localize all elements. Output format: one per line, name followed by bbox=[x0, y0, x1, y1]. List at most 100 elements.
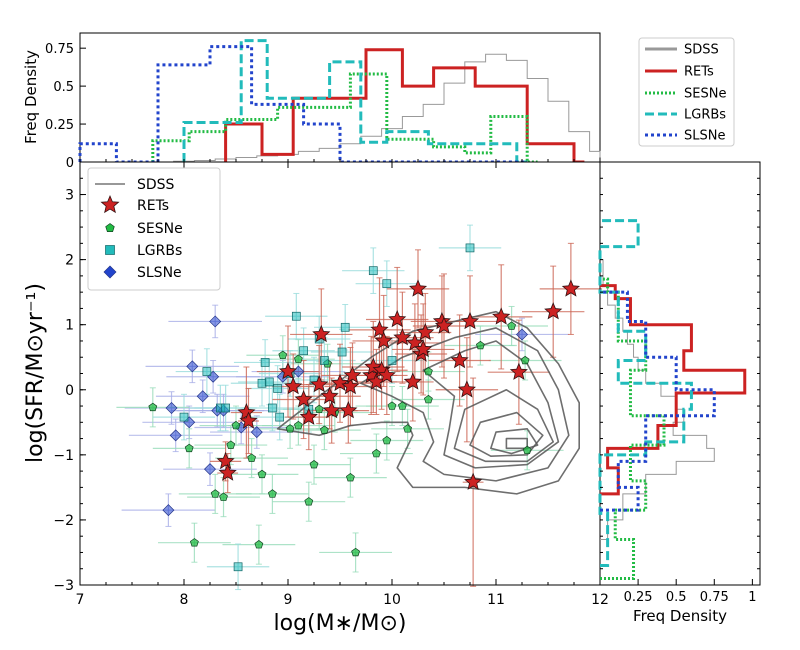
rets-marker bbox=[299, 407, 318, 425]
sesne-marker bbox=[148, 402, 158, 412]
lgrbs-marker bbox=[320, 356, 329, 365]
sesne-marker bbox=[475, 340, 485, 350]
sesne-marker bbox=[309, 459, 319, 469]
rets-marker bbox=[239, 411, 258, 429]
sesne-marker bbox=[314, 404, 324, 414]
right-histogram-frame bbox=[599, 161, 761, 586]
sesne-marker bbox=[351, 547, 361, 557]
sdss-contour-level bbox=[422, 340, 560, 469]
rets-marker bbox=[450, 350, 469, 369]
top-histogram-ylabel: Freq Density bbox=[22, 50, 40, 144]
sesne-marker bbox=[247, 453, 257, 462]
rets-marker bbox=[310, 375, 329, 393]
sesne-marker bbox=[423, 366, 433, 376]
rets-marker bbox=[457, 380, 476, 398]
sesne-marker bbox=[184, 443, 194, 453]
sdss-contours bbox=[276, 310, 580, 495]
lgrbs-marker bbox=[291, 311, 301, 321]
right-hist-lgrbs bbox=[598, 219, 693, 567]
top-legend-label: SDSS bbox=[684, 43, 719, 58]
right-histogram-xlabel: Freq Density bbox=[633, 607, 727, 625]
sesne-marker bbox=[345, 472, 355, 482]
slsne-marker bbox=[169, 429, 182, 442]
rets-marker bbox=[322, 401, 341, 419]
slsne-marker bbox=[165, 401, 178, 414]
top-hist-sesne bbox=[151, 72, 538, 164]
main-ytick-label: 0 bbox=[65, 383, 74, 399]
slsne-marker bbox=[209, 315, 222, 328]
rets-marker bbox=[416, 322, 435, 341]
main-xtick-label: 10 bbox=[383, 592, 401, 608]
main-yticks: −3 −2 −1 0 1 2 3 bbox=[53, 161, 86, 594]
main-legend: SDSS RETs SESNe LGRBs SLSNe bbox=[87, 167, 221, 291]
main-xtick-label: 7 bbox=[76, 592, 85, 608]
slsne-marker bbox=[196, 390, 209, 403]
rets-marker bbox=[218, 463, 237, 481]
sesne-marker bbox=[423, 394, 433, 404]
sesne-marker bbox=[507, 321, 517, 330]
sesne-marker bbox=[210, 489, 220, 498]
right-xtick-label: 1 bbox=[748, 590, 756, 605]
sesne-marker bbox=[267, 489, 277, 498]
top-histogram-series bbox=[78, 39, 601, 164]
main-legend-frame bbox=[87, 167, 221, 291]
right-xtick-label: 0.5 bbox=[666, 590, 687, 605]
slsne-marker bbox=[204, 463, 216, 476]
main-ytick-label: 3 bbox=[65, 188, 74, 204]
rets-marker bbox=[434, 316, 454, 334]
sesne-marker bbox=[257, 469, 267, 479]
lgrbs-marker bbox=[273, 384, 282, 393]
lgrbs-marker bbox=[387, 356, 397, 365]
main-legend-label: RETs bbox=[137, 198, 169, 214]
main-legend-slsne-swatch bbox=[103, 265, 117, 279]
top-hist-sdss bbox=[152, 53, 601, 163]
rets-marker bbox=[460, 311, 480, 330]
right-xtick-label: 0.25 bbox=[624, 590, 653, 605]
lgrbs-marker bbox=[179, 412, 189, 422]
top-histogram-yticks: 0 0.25 0.5 0.75 bbox=[45, 42, 601, 171]
lgrbs-marker bbox=[268, 403, 277, 413]
rets-marker bbox=[544, 302, 563, 320]
rets-marker bbox=[343, 365, 362, 384]
sesne-marker bbox=[278, 350, 288, 360]
lgrbs-marker bbox=[260, 358, 270, 367]
top-histogram-legend: SDSS RETs SESNe LGRBs SLSNe bbox=[638, 37, 735, 147]
main-legend-sesne-swatch bbox=[105, 223, 115, 232]
sesne-marker bbox=[226, 440, 236, 449]
rets-marker bbox=[312, 324, 331, 343]
right-xtick-label: 0.75 bbox=[700, 590, 729, 605]
sdss-contour-level bbox=[469, 411, 544, 457]
rets-marker bbox=[492, 307, 511, 325]
right-histogram-panel: 0.25 0.5 0.75 1 Freq Density bbox=[598, 161, 761, 625]
lgrbs-marker bbox=[340, 322, 350, 332]
rets-marker bbox=[341, 376, 360, 395]
sesne-marker bbox=[397, 401, 407, 410]
main-xticks: 7 8 9 10 11 12 bbox=[76, 162, 609, 608]
rets-marker bbox=[388, 309, 407, 328]
main-legend-label: SDSS bbox=[137, 177, 175, 193]
lgrbs-marker bbox=[275, 412, 285, 422]
right-hist-slsne bbox=[600, 290, 716, 512]
rets-marker bbox=[509, 362, 528, 380]
sesne-marker bbox=[293, 354, 303, 363]
rets-marker bbox=[284, 376, 303, 395]
sesne-marker bbox=[254, 540, 264, 549]
slsne-marker bbox=[186, 360, 199, 373]
right-hist-sdss bbox=[600, 259, 715, 540]
lgrbs-marker bbox=[465, 243, 475, 253]
slsne-marker bbox=[250, 426, 263, 439]
main-legend-label: LGRBs bbox=[137, 243, 182, 259]
main-xtick-label: 8 bbox=[180, 592, 189, 608]
lgrbs-marker bbox=[299, 346, 308, 356]
main-xtick-label: 9 bbox=[284, 592, 293, 608]
sesne-marker bbox=[293, 420, 303, 430]
main-ytick-label: −3 bbox=[53, 578, 74, 594]
slsne-marker bbox=[162, 504, 175, 517]
right-histogram-series bbox=[598, 219, 747, 580]
main-legend-rets-swatch bbox=[100, 194, 120, 214]
top-legend-label: LGRBs bbox=[684, 108, 726, 123]
top-ytick-label: 0.5 bbox=[53, 80, 74, 95]
lgrbs-marker bbox=[382, 279, 392, 289]
lgrbs-marker bbox=[233, 562, 243, 572]
